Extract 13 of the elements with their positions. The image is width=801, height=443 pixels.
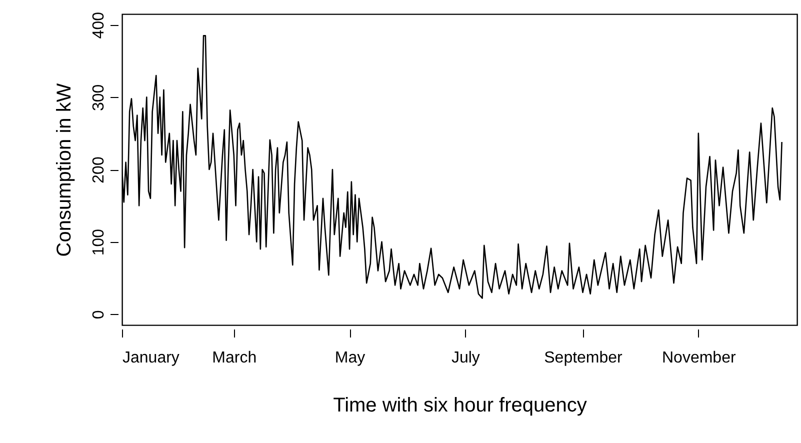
x-tick-label: November <box>662 350 736 366</box>
x-tick-label: March <box>212 350 257 366</box>
y-tick-label: 0 <box>90 310 108 320</box>
x-tick-label: July <box>451 350 480 366</box>
y-axis-title: Consumption in kW <box>54 83 76 257</box>
y-tick-label: 100 <box>90 228 108 256</box>
x-tick-label: January <box>122 350 180 366</box>
y-tick-label: 300 <box>90 84 108 112</box>
x-tick-label: September <box>544 350 624 366</box>
x-tick-label: May <box>334 350 366 366</box>
y-tick-label: 200 <box>90 156 108 184</box>
y-tick-label: 400 <box>90 12 108 39</box>
x-axis-title: Time with six hour frequency <box>333 394 587 416</box>
